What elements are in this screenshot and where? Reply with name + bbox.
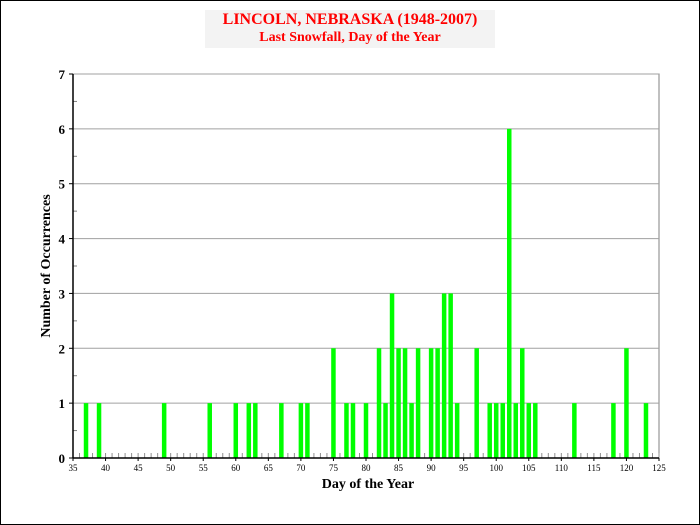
bar	[396, 348, 401, 458]
y-tick-label: 7	[59, 67, 66, 82]
x-tick-label: 35	[69, 463, 79, 473]
chart-subtitle: Last Snowfall, Day of the Year	[259, 30, 441, 45]
x-tick-label: 125	[652, 463, 666, 473]
x-tick-label: 65	[264, 463, 274, 473]
bar	[233, 403, 239, 458]
bar	[83, 403, 89, 458]
bar	[435, 348, 440, 458]
bar	[331, 348, 336, 458]
bar	[409, 403, 414, 458]
bar	[402, 348, 408, 458]
bar	[520, 348, 525, 458]
bar	[298, 403, 304, 458]
x-tick-label: 60	[231, 463, 241, 473]
x-tick-label: 70	[296, 463, 306, 473]
bar	[448, 293, 453, 458]
x-tick-label: 85	[394, 463, 404, 473]
y-tick-label: 3	[59, 286, 66, 301]
x-tick-label: 110	[555, 463, 569, 473]
y-ticks: 0 1 2 3 4 5 6 7	[59, 67, 73, 466]
y-tick-label: 2	[59, 341, 66, 356]
bar	[246, 403, 252, 458]
bar	[96, 403, 102, 458]
bar	[572, 403, 577, 458]
bar	[376, 348, 382, 458]
bar	[441, 293, 447, 458]
bar	[253, 403, 258, 458]
bar	[533, 403, 538, 458]
bar	[350, 403, 356, 458]
bar	[513, 403, 519, 458]
bar	[279, 403, 284, 458]
x-tick-label: 90	[427, 463, 437, 473]
bar	[383, 403, 388, 458]
bar	[474, 348, 479, 458]
bar	[344, 403, 349, 458]
bar	[363, 403, 369, 458]
x-tick-label: 80	[362, 463, 372, 473]
bar	[415, 348, 421, 458]
bar	[428, 348, 434, 458]
bar	[624, 348, 629, 458]
title-box: LINCOLN, NEBRASKA (1948-2007) Last Snowf…	[205, 10, 495, 48]
chart-title: LINCOLN, NEBRASKA (1948-2007)	[222, 11, 478, 28]
y-tick-label: 0	[59, 451, 66, 466]
bar	[506, 128, 512, 458]
bar	[161, 403, 167, 458]
bar	[526, 403, 532, 458]
x-ticks: 35 40 45 50 55 60 65 70 75 80 85 90 95 100 105 110 115 12…	[69, 458, 666, 473]
bar	[305, 403, 310, 458]
x-tick-label: 55	[199, 463, 209, 473]
y-tick-label: 1	[59, 396, 66, 411]
x-tick-label: 105	[522, 463, 536, 473]
bar	[487, 403, 492, 458]
x-tick-label: 100	[489, 463, 503, 473]
bar	[389, 293, 395, 458]
bar	[207, 403, 212, 458]
bar	[643, 403, 649, 458]
x-tick-label: 115	[587, 463, 601, 473]
x-tick-label: 50	[166, 463, 176, 473]
bar	[500, 403, 505, 458]
x-tick-label: 75	[329, 463, 339, 473]
y-tick-label: 4	[59, 232, 66, 247]
bar	[454, 403, 460, 458]
bar	[493, 403, 499, 458]
bars	[83, 128, 649, 458]
x-tick-label: 95	[459, 463, 469, 473]
bar	[611, 403, 616, 458]
y-tick-label: 6	[59, 122, 66, 137]
x-tick-label: 45	[134, 463, 144, 473]
x-tick-label: 120	[620, 463, 634, 473]
y-tick-label: 5	[59, 177, 66, 192]
x-tick-label: 40	[101, 463, 111, 473]
plot-area	[72, 73, 660, 459]
x-axis-label: Day of the Year	[322, 477, 414, 492]
y-axis-label: Number of Occurrences	[39, 194, 54, 338]
